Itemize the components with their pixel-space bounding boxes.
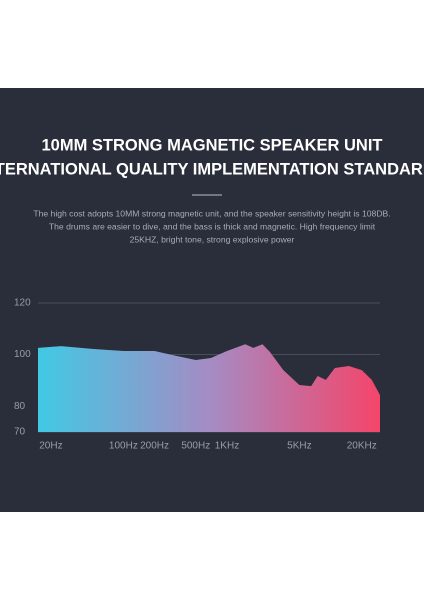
x-tick-label: 5KHz bbox=[287, 441, 311, 452]
title: INTERNATIONAL QUALITY IMPLEMENTATION STA… bbox=[0, 160, 424, 178]
description: 25KHZ, bright tone, strong explosive pow… bbox=[130, 234, 295, 244]
x-tick-label: 20Hz bbox=[39, 441, 62, 452]
x-tick-label: 1KHz bbox=[215, 441, 239, 452]
y-tick-label: 70 bbox=[14, 427, 26, 438]
panel bbox=[0, 88, 424, 512]
x-tick-label: 500Hz bbox=[181, 441, 210, 452]
x-tick-label: 100Hz bbox=[109, 441, 138, 452]
x-tick-label: 200Hz bbox=[140, 441, 169, 452]
description: The high cost adopts 10MM strong magneti… bbox=[33, 208, 390, 218]
x-tick-label: 20KHz bbox=[347, 441, 377, 452]
area bbox=[38, 344, 380, 432]
title: 10MM STRONG MAGNETIC SPEAKER UNIT bbox=[41, 136, 382, 154]
description: The drums are easier to dive, and the ba… bbox=[49, 221, 376, 231]
y-tick-label: 80 bbox=[14, 401, 26, 412]
y-tick-label: 120 bbox=[14, 298, 31, 309]
y-tick-label: 100 bbox=[14, 349, 31, 360]
